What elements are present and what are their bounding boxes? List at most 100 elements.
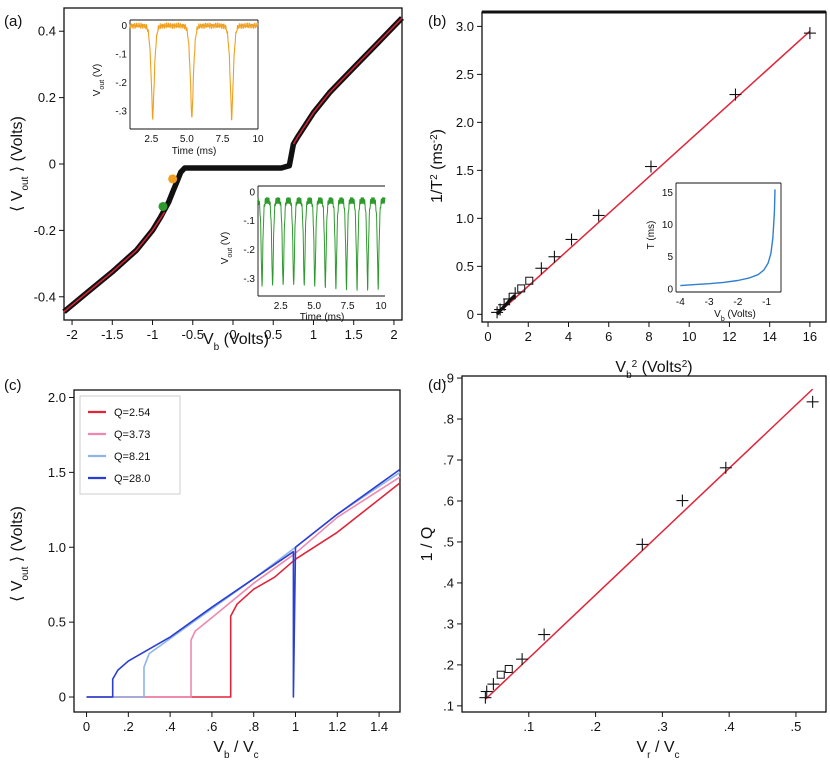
fit-line-lower: [63, 211, 166, 313]
inset-y-tick: -.2: [115, 78, 127, 89]
data-point-plus: [516, 653, 529, 666]
panel-label: (c): [4, 377, 22, 394]
data-point-square: [525, 276, 534, 285]
x-tick-label: 12: [722, 329, 736, 344]
series-line-q4: [86, 468, 401, 698]
data-point-plus: [806, 395, 819, 408]
x-tick-label: -2: [66, 327, 78, 342]
inset-orange: 2.5 5.0 7.5 10 0 -.1 -.2 -.3 Time (ms) Vout (V): [92, 19, 264, 157]
y-axis-label: 1/T2 (ms-2): [429, 129, 447, 203]
x-tick-label: .4: [165, 719, 176, 734]
data-point-plus: [503, 292, 516, 305]
data-point-plus: [480, 685, 493, 698]
data-trace: [62, 16, 404, 314]
panel-label: (b): [428, 13, 446, 30]
inset-x-tick: 5.0: [180, 134, 194, 145]
y-tick-label: 2.5: [456, 67, 474, 82]
x-tick-label: .1: [523, 719, 534, 734]
data-point-plus: [592, 209, 605, 222]
data-point-plus: [535, 262, 548, 275]
y-tick-label: 1.0: [456, 211, 474, 226]
x-tick-label: .8: [248, 719, 259, 734]
y-tick-label: 0.5: [456, 259, 474, 274]
x-tick-label: -1: [147, 327, 159, 342]
x-tick-label: 4: [565, 329, 572, 344]
inset-y-tick: -.2: [243, 245, 255, 256]
panel-b-axes: 0 2 4 6 8 10 12 14 16 0 0.5 1.0 1.5 2.0 2.5 3.0 (b) Vb2 (…: [428, 10, 827, 381]
y-tick-label: 0: [59, 690, 66, 705]
fit-line-upper: [292, 17, 403, 145]
fit-line: [496, 30, 811, 315]
plot-frame: [73, 389, 401, 713]
y-tick-label: -0.4: [34, 289, 56, 304]
inset-x-tick: 2.5: [144, 134, 158, 145]
y-tick-label: 0.2: [38, 90, 56, 105]
inset-y-tick: 0: [249, 187, 255, 198]
data-point-plus: [729, 88, 742, 101]
panel-label: (a): [4, 13, 22, 30]
y-tick-label: .4: [443, 575, 454, 590]
x-axis-label: Vb2 (Volts2): [615, 359, 692, 381]
data-point-plus: [479, 691, 492, 704]
inset-x-tick: 5.0: [307, 301, 321, 312]
x-tick-label: 1: [292, 719, 299, 734]
x-tick-label: 6: [605, 329, 612, 344]
inset-blue-trace: [680, 189, 776, 287]
series-line-q2: [86, 476, 401, 698]
inset-x-tick: 10: [375, 301, 387, 312]
x-tick-label: 1.5: [345, 327, 363, 342]
y-tick-label: .6: [443, 493, 454, 508]
data-point-square: [517, 284, 526, 293]
y-tick-label: 1.0: [48, 540, 66, 555]
y-tick-label: .5: [443, 534, 454, 549]
data-point-plus: [803, 27, 816, 40]
x-tick-label: 1.4: [370, 719, 388, 734]
data-point-plus: [644, 160, 657, 173]
x-tick-label: -1.5: [101, 327, 123, 342]
x-tick-label: 2: [525, 329, 532, 344]
data-point-plus: [538, 628, 551, 641]
inset-y-label: Vout (V): [92, 64, 106, 97]
inset-y-tick: -.1: [115, 50, 127, 61]
legend-label: Q=8.21: [114, 451, 150, 463]
x-tick-label: 8: [645, 329, 652, 344]
x-tick-label: 0: [83, 719, 90, 734]
inset-y-label: T (ms): [646, 221, 657, 250]
inset-y-tick: -.1: [243, 216, 255, 227]
x-tick-label: 14: [762, 329, 776, 344]
inset-x-tick: -4: [676, 297, 685, 308]
x-tick-label: 0: [484, 329, 491, 344]
panel-c-axes: 0.2.4.6.8 1 1.2 1.400.51.01.52.0(c)Q=2.54Q=…: [4, 377, 401, 761]
inset-x-tick: 10: [252, 134, 264, 145]
inset-orange-trace: [129, 22, 259, 121]
x-tick-label: 0: [229, 327, 236, 342]
inset-y-tick: 15: [662, 188, 674, 199]
data-point-plus: [676, 494, 689, 507]
data-point-square: [496, 670, 505, 679]
inset-x-tick: -1: [762, 297, 771, 308]
x-tick-label: 2: [390, 327, 397, 342]
y-axis-label: ⟨ Vout ⟩ (Volts): [9, 506, 31, 602]
data-point-square: [504, 664, 513, 673]
legend-label: Q=2.54: [114, 407, 150, 419]
x-tick-label: 10: [682, 329, 696, 344]
data-point-plus: [487, 678, 500, 691]
legend-label: Q=3.73: [114, 429, 150, 441]
series-line-q3: [86, 471, 401, 698]
y-tick-label: 1.5: [48, 465, 66, 480]
y-tick-label: 0: [49, 157, 56, 172]
panel-label: (d): [428, 377, 446, 394]
y-tick-label: 2.0: [456, 115, 474, 130]
data-point-plus: [491, 306, 504, 319]
inset-period-curve: -4 -3 -2 -1 0 5 10 15 Vb (Volts) T (ms): [646, 182, 782, 323]
legend: Q=2.54 Q=3.73 Q=8.21 Q=28.0: [79, 395, 181, 495]
inset-x-label: Time (ms): [300, 312, 345, 323]
inset-x-tick: -3: [705, 297, 714, 308]
series-line-q1: [86, 482, 401, 698]
y-tick-label: 1.5: [456, 163, 474, 178]
inset-x-tick: 7.5: [215, 134, 229, 145]
x-tick-label: 1: [310, 327, 317, 342]
inset-green-trace: [257, 197, 386, 291]
y-tick-label: 0.4: [38, 24, 56, 39]
y-tick-label: .2: [443, 657, 454, 672]
